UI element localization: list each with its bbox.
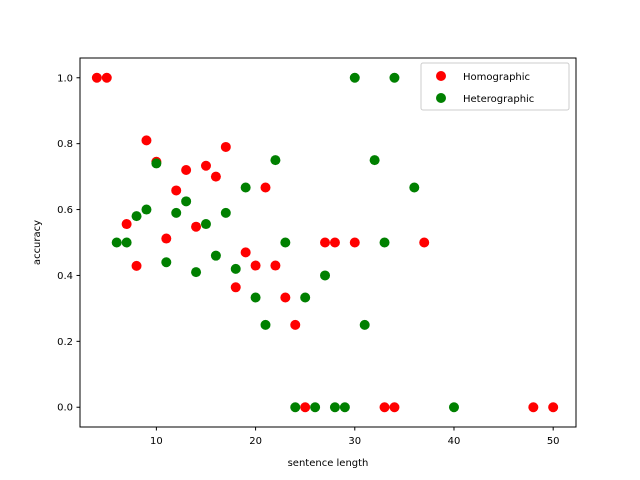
point-heterographic-10: [210, 250, 221, 261]
y-tick-label: 0.6: [57, 205, 73, 216]
x-tick-label: 10: [150, 436, 163, 447]
plot-frame: [79, 57, 577, 428]
y-axis-label: accuracy: [32, 220, 43, 265]
y-tick-label: 1.0: [57, 73, 73, 84]
point-heterographic-21: [320, 270, 331, 281]
legend-marker-homographic: [436, 71, 446, 81]
point-homographic-23: [349, 237, 360, 248]
point-heterographic-30: [448, 402, 459, 413]
point-heterographic-20: [310, 402, 321, 413]
point-homographic-21: [320, 237, 331, 248]
point-homographic-28: [548, 402, 559, 413]
point-homographic-11: [210, 171, 221, 182]
point-heterographic-1: [121, 237, 132, 248]
legend-label-heterographic: Heterographic: [463, 94, 534, 105]
y-tick-label: 0.4: [57, 271, 73, 282]
y-tick-label: 0.8: [57, 139, 73, 150]
y-tick-label: 0.0: [57, 403, 73, 414]
point-heterographic-4: [151, 158, 162, 169]
point-homographic-0: [91, 72, 102, 83]
point-homographic-10: [200, 160, 211, 171]
point-homographic-4: [141, 135, 152, 146]
point-heterographic-6: [171, 207, 182, 218]
point-heterographic-9: [200, 219, 211, 230]
points-layer: [91, 72, 559, 413]
point-heterographic-16: [270, 155, 281, 166]
y-axis-ticks: 0.0 0.2 0.4 0.6 0.8 1.0: [57, 73, 80, 414]
point-homographic-14: [240, 247, 251, 258]
legend-box: [420, 62, 570, 111]
point-homographic-13: [230, 282, 241, 293]
x-axis-label: sentence length: [288, 458, 369, 469]
point-heterographic-7: [181, 196, 192, 207]
point-heterographic-18: [290, 402, 301, 413]
point-heterographic-2: [131, 211, 142, 222]
point-heterographic-28: [389, 72, 400, 83]
point-heterographic-19: [300, 292, 311, 303]
point-homographic-24: [379, 402, 390, 413]
point-homographic-8: [181, 165, 192, 176]
x-tick-label: 20: [249, 436, 262, 447]
legend: Homographic Heterographic: [420, 62, 570, 111]
point-heterographic-5: [161, 257, 172, 268]
point-heterographic-12: [230, 263, 241, 274]
point-heterographic-11: [220, 207, 231, 218]
point-homographic-22: [329, 237, 340, 248]
point-homographic-9: [191, 221, 202, 232]
point-homographic-1: [101, 72, 112, 83]
x-tick-label: 40: [448, 436, 461, 447]
point-heterographic-25: [359, 319, 370, 330]
point-homographic-26: [419, 237, 430, 248]
point-heterographic-29: [409, 182, 420, 193]
y-tick-label: 0.2: [57, 337, 73, 348]
x-tick-label: 50: [547, 436, 560, 447]
x-tick-label: 30: [348, 436, 361, 447]
point-heterographic-27: [379, 237, 390, 248]
point-heterographic-26: [369, 155, 380, 166]
point-heterographic-0: [111, 237, 122, 248]
point-homographic-25: [389, 402, 400, 413]
point-heterographic-8: [191, 267, 202, 278]
x-axis-ticks: 10 20 30 40 50: [150, 427, 560, 447]
point-heterographic-22: [329, 402, 340, 413]
point-heterographic-24: [349, 72, 360, 83]
point-homographic-16: [260, 182, 271, 193]
point-homographic-12: [220, 141, 231, 152]
point-heterographic-15: [260, 319, 271, 330]
point-homographic-27: [528, 402, 539, 413]
point-homographic-2: [121, 219, 132, 230]
point-heterographic-23: [339, 402, 350, 413]
point-homographic-7: [171, 185, 182, 196]
point-homographic-17: [270, 260, 281, 271]
point-homographic-3: [131, 260, 142, 271]
point-homographic-15: [250, 260, 261, 271]
legend-label-homographic: Homographic: [463, 72, 530, 83]
legend-marker-heterographic: [436, 93, 446, 103]
point-homographic-20: [300, 402, 311, 413]
point-heterographic-14: [250, 292, 261, 303]
point-homographic-6: [161, 233, 172, 244]
point-homographic-19: [290, 319, 301, 330]
point-heterographic-17: [280, 237, 291, 248]
point-heterographic-3: [141, 204, 152, 215]
point-heterographic-13: [240, 182, 251, 193]
point-homographic-18: [280, 292, 291, 303]
